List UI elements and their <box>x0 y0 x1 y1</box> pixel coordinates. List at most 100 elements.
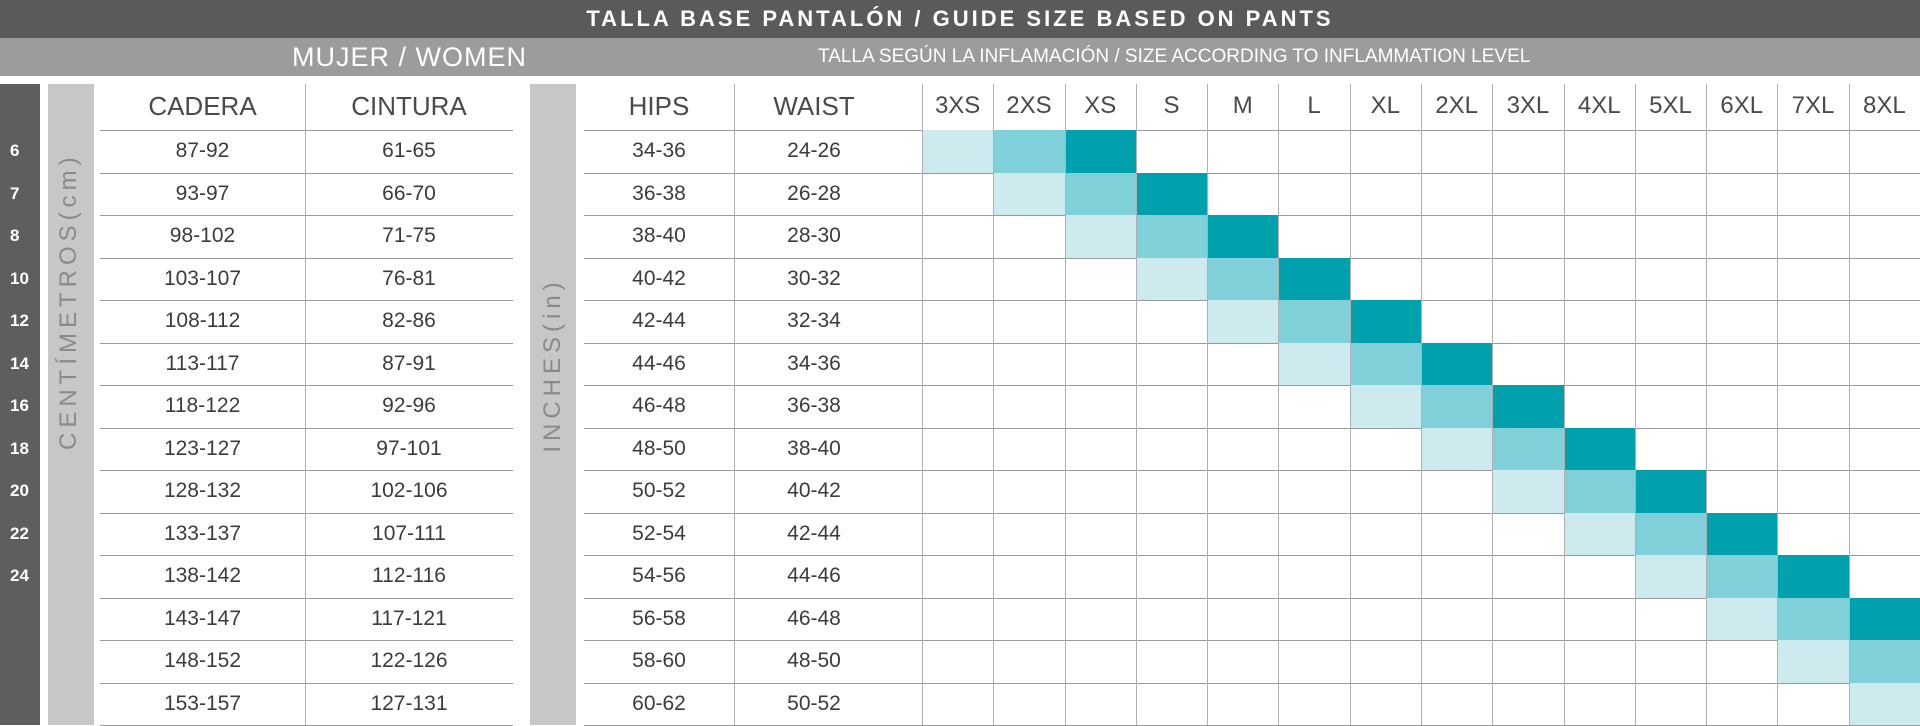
cell-cadera: 118-122 <box>164 394 241 417</box>
cell-waist: 34-36 <box>787 351 841 375</box>
size-header: L <box>1307 92 1321 119</box>
inflammation-level-cell <box>1563 470 1635 513</box>
eu-size-number: 24 <box>10 566 29 585</box>
size-header: M <box>1232 92 1253 119</box>
header-waist: WAIST <box>773 91 855 121</box>
column-divider <box>922 84 923 725</box>
cell-cadera: 98-102 <box>169 224 236 247</box>
inflammation-level-cell <box>1848 640 1920 683</box>
eu-size-number: 16 <box>10 396 29 415</box>
cell-hips: 38-40 <box>632 224 686 247</box>
cell-hips: 46-48 <box>632 394 686 417</box>
inflammation-level-cell <box>1492 385 1564 428</box>
inflammation-level-cell <box>1207 215 1279 258</box>
cell-cintura: 71-75 <box>382 224 436 247</box>
inflammation-level-cell <box>1706 597 1778 640</box>
inflammation-level-cell <box>1064 215 1136 258</box>
header-hips: HIPS <box>628 91 690 121</box>
cell-waist: 30-32 <box>787 266 841 290</box>
row-divider <box>100 640 513 641</box>
cell-cintura: 112-116 <box>372 564 446 587</box>
inflammation-level-cell <box>1777 640 1849 683</box>
row-divider <box>584 427 1920 429</box>
inflammation-level-cell <box>1064 172 1136 215</box>
row-divider <box>584 130 1920 131</box>
cell-waist: 50-52 <box>787 691 841 715</box>
inflammation-level-cell <box>1278 257 1350 300</box>
column-divider <box>993 84 995 725</box>
cell-waist: 32-34 <box>787 309 841 332</box>
cell-cadera: 133-137 <box>163 521 242 545</box>
column-divider <box>734 84 735 725</box>
inflammation-level-cell <box>1492 470 1564 513</box>
row-divider <box>100 300 513 301</box>
inflammation-level-cell <box>1706 512 1778 555</box>
cell-waist: 48-50 <box>787 649 841 672</box>
cell-hips: 34-36 <box>632 139 686 162</box>
cell-cintura: 117-121 <box>371 606 447 630</box>
row-divider <box>584 385 1920 386</box>
cell-hips: 42-44 <box>632 309 686 332</box>
eu-size-number: 14 <box>10 353 29 373</box>
size-header: 6XL <box>1720 92 1764 119</box>
inflammation-level-cell <box>1634 512 1707 555</box>
cell-waist: 42-44 <box>787 521 841 545</box>
row-divider <box>100 512 513 514</box>
column-divider <box>1421 84 1422 725</box>
size-header: 3XS <box>934 92 981 119</box>
column-divider <box>1349 84 1351 725</box>
eu-size-number: 6 <box>10 141 20 160</box>
header-cadera: CADERA <box>148 91 257 121</box>
inflammation-level-cell <box>1777 597 1849 640</box>
size-header: 8XL <box>1862 92 1906 119</box>
row-divider <box>100 385 513 386</box>
row-divider <box>584 555 1920 556</box>
eu-size-column <box>0 84 40 725</box>
header-cintura: CINTURA <box>351 91 467 121</box>
column-divider <box>1634 84 1636 725</box>
size-header: 7XL <box>1791 92 1835 119</box>
inflammation-level-cell <box>1064 130 1136 173</box>
column-divider <box>1278 84 1280 725</box>
row-divider <box>100 427 513 429</box>
cell-cadera: 153-157 <box>163 691 242 715</box>
cell-cintura: 92-96 <box>382 394 436 417</box>
row-divider <box>100 470 513 471</box>
eu-size-number: 22 <box>10 523 29 543</box>
row-divider <box>584 512 1920 514</box>
inflammation-level-cell <box>1563 512 1635 555</box>
column-divider <box>1064 84 1066 725</box>
size-header: 2XL <box>1435 92 1478 119</box>
cell-cadera: 143-147 <box>163 606 242 630</box>
row-divider <box>584 342 1920 344</box>
cm-strip <box>48 84 94 725</box>
row-divider <box>100 555 513 556</box>
cell-cadera: 108-112 <box>164 309 241 332</box>
subtitle-bar: MUJER / WOMEN TALLA SEGÚN LA INFLAMACIÓN… <box>0 38 1920 76</box>
inflammation-level-cell <box>1634 555 1707 598</box>
cell-cadera: 103-107 <box>163 266 242 290</box>
eu-size-number: 8 <box>10 226 20 245</box>
cell-waist: 46-48 <box>787 606 841 630</box>
cell-cintura: 61-65 <box>382 139 436 162</box>
size-header: 5XL <box>1649 92 1692 119</box>
row-divider <box>584 682 1920 684</box>
inflammation-level-cell <box>1421 385 1493 428</box>
column-divider <box>305 84 306 725</box>
inflammation-level-cell <box>1278 300 1350 343</box>
inflammation-label: TALLA SEGÚN LA INFLAMACIÓN / SIZE ACCORD… <box>818 46 1531 67</box>
size-header: XL <box>1370 92 1401 119</box>
row-divider <box>100 342 513 344</box>
cm-axis-label: CENTÍMETROS(cm) <box>55 152 82 450</box>
cell-hips: 36-38 <box>632 181 686 205</box>
inflammation-level-cell <box>1706 555 1778 598</box>
cell-hips: 44-46 <box>632 351 686 375</box>
size-header: 2XS <box>1006 92 1052 119</box>
cell-hips: 50-52 <box>632 479 686 502</box>
cell-cintura: 107-111 <box>372 521 446 545</box>
column-divider <box>1207 84 1209 725</box>
inflammation-level-cell <box>1421 427 1493 470</box>
size-header: XS <box>1084 92 1117 119</box>
cell-hips: 48-50 <box>632 436 686 460</box>
column-divider <box>1563 84 1565 725</box>
